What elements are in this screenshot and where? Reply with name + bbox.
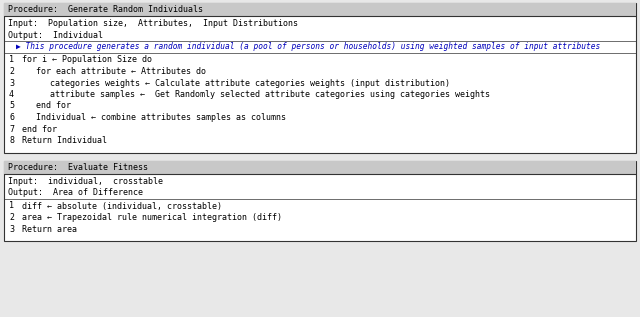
Text: Input:  Population size,  Attributes,  Input Distributions: Input: Population size, Attributes, Inpu… — [8, 19, 298, 28]
Text: categories weights ← Calculate attribute categories weights (input distribution): categories weights ← Calculate attribute… — [50, 79, 450, 87]
Bar — [4, 3, 636, 152]
Text: 8: 8 — [9, 136, 14, 145]
Text: 3: 3 — [9, 79, 14, 87]
Text: diff ← absolute (individual, crosstable): diff ← absolute (individual, crosstable) — [22, 202, 222, 210]
Text: 4: 4 — [9, 90, 14, 99]
Text: 5: 5 — [9, 101, 14, 111]
Text: 1: 1 — [9, 55, 14, 64]
Bar — [4, 160, 636, 241]
Text: 3: 3 — [9, 224, 14, 234]
Text: for each attribute ← Attributes do: for each attribute ← Attributes do — [36, 67, 206, 76]
Text: Return Individual: Return Individual — [22, 136, 107, 145]
Text: ▶ This procedure generates a random individual (a pool of persons or households): ▶ This procedure generates a random indi… — [16, 42, 600, 51]
Text: 6: 6 — [9, 113, 14, 122]
Text: Procedure:  Generate Random Individuals: Procedure: Generate Random Individuals — [8, 5, 203, 14]
Text: area ← Trapezoidal rule numerical integration (diff): area ← Trapezoidal rule numerical integr… — [22, 213, 282, 222]
Text: end for: end for — [22, 125, 57, 133]
Text: Procedure:  Evaluate Fitness: Procedure: Evaluate Fitness — [8, 163, 148, 171]
Text: Input:  individual,  crosstable: Input: individual, crosstable — [8, 177, 163, 185]
Text: attribute samples ←  Get Randomly selected attribute categories using categories: attribute samples ← Get Randomly selecte… — [50, 90, 490, 99]
Text: end for: end for — [36, 101, 71, 111]
Text: 2: 2 — [9, 213, 14, 222]
Text: 2: 2 — [9, 67, 14, 76]
Text: Output:  Area of Difference: Output: Area of Difference — [8, 188, 143, 197]
Text: for i ← Population Size do: for i ← Population Size do — [22, 55, 152, 64]
Bar — [4, 3, 636, 16]
Text: 1: 1 — [9, 202, 14, 210]
Text: 7: 7 — [9, 125, 14, 133]
Text: Individual ← combine attributes samples as columns: Individual ← combine attributes samples … — [36, 113, 286, 122]
Text: Return area: Return area — [22, 224, 77, 234]
Bar — [4, 160, 636, 173]
Text: Output:  Individual: Output: Individual — [8, 30, 103, 40]
